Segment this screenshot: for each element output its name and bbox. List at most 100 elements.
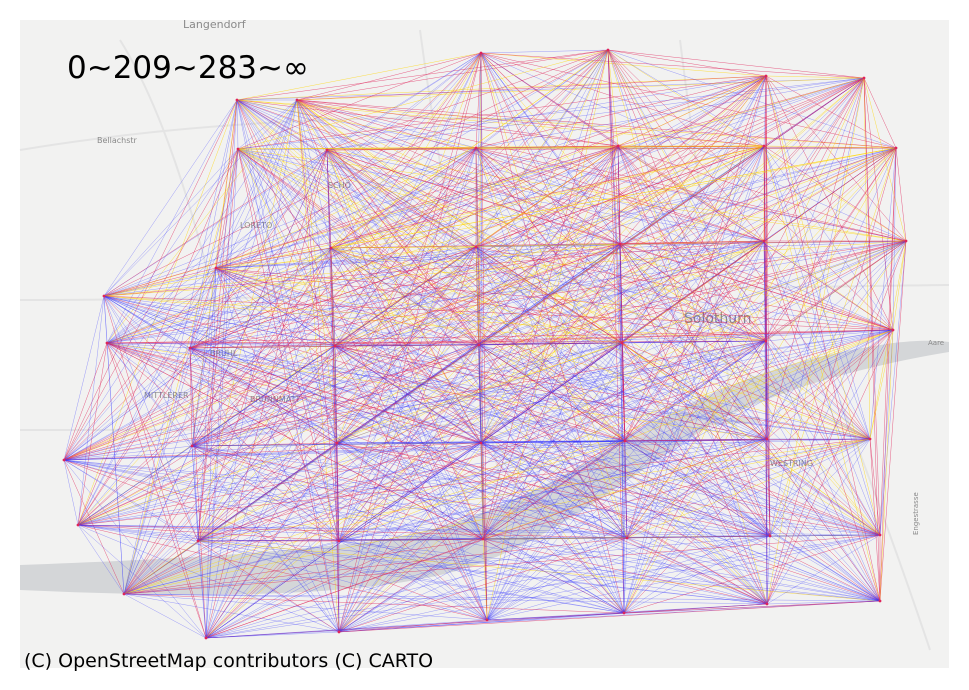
network-node bbox=[337, 539, 341, 543]
network-edge bbox=[77, 329, 894, 526]
label-schoe: SCHÖ bbox=[328, 180, 351, 190]
network-node bbox=[477, 343, 481, 347]
network-edge bbox=[236, 52, 482, 101]
network-edge bbox=[480, 75, 767, 444]
network-node bbox=[214, 266, 218, 270]
network-edge bbox=[123, 342, 623, 595]
network-edge bbox=[478, 240, 907, 346]
network-edge bbox=[205, 147, 477, 639]
network-edge bbox=[619, 77, 865, 245]
network-edge bbox=[338, 442, 482, 542]
network-edge bbox=[236, 99, 771, 537]
network-edge bbox=[769, 438, 871, 537]
network-edge bbox=[486, 438, 871, 621]
network-edge bbox=[766, 77, 865, 605]
network-edge bbox=[103, 295, 771, 537]
river-aare bbox=[20, 340, 949, 595]
network-edge bbox=[106, 342, 199, 542]
network-edge bbox=[106, 147, 897, 344]
network-edge bbox=[197, 148, 239, 542]
network-edge bbox=[123, 593, 488, 621]
network-edge bbox=[215, 145, 619, 269]
network-edge bbox=[621, 145, 765, 344]
network-edge bbox=[486, 534, 881, 621]
network-edge bbox=[475, 246, 625, 614]
network-edge bbox=[77, 524, 484, 540]
network-edge bbox=[205, 240, 765, 639]
network-edge bbox=[123, 49, 609, 595]
network-node bbox=[868, 437, 872, 441]
network-edge bbox=[106, 342, 625, 614]
network-edge bbox=[480, 442, 628, 539]
network-edge bbox=[205, 537, 628, 639]
network-edge bbox=[766, 329, 894, 440]
network-edge bbox=[191, 340, 767, 447]
network-edge bbox=[879, 329, 894, 536]
network-edge bbox=[77, 442, 338, 526]
network-edge bbox=[607, 49, 625, 614]
network-edge bbox=[478, 240, 765, 346]
network-edge bbox=[879, 147, 897, 602]
network-edge bbox=[123, 347, 191, 595]
network-edge bbox=[197, 540, 488, 621]
network-edge bbox=[77, 99, 298, 526]
network-edge bbox=[296, 99, 619, 147]
network-edge bbox=[475, 145, 765, 149]
network-edge bbox=[326, 149, 768, 605]
network-edge bbox=[215, 148, 239, 269]
network-edge bbox=[607, 49, 768, 440]
network-edge bbox=[103, 295, 191, 349]
network-node bbox=[768, 534, 772, 538]
network-edge bbox=[189, 99, 298, 349]
network-edge bbox=[237, 148, 894, 331]
network-edge bbox=[197, 345, 336, 542]
network-edge bbox=[607, 49, 907, 242]
network-edge bbox=[77, 524, 625, 614]
network-edge bbox=[330, 240, 765, 249]
network-edge bbox=[236, 99, 480, 346]
network-edge bbox=[215, 246, 477, 269]
network-edge bbox=[103, 147, 897, 297]
network-edge bbox=[623, 600, 881, 614]
network-node bbox=[485, 618, 489, 622]
network-edge bbox=[197, 247, 332, 542]
network-edge bbox=[77, 524, 340, 542]
network-edge bbox=[763, 145, 881, 536]
network-node bbox=[618, 242, 622, 246]
network-edge bbox=[607, 49, 768, 605]
network-edge bbox=[237, 99, 298, 150]
network-edge bbox=[623, 240, 907, 614]
network-edge bbox=[621, 342, 881, 602]
network-edge bbox=[480, 342, 623, 444]
network-edge bbox=[123, 99, 298, 595]
network-edge bbox=[296, 99, 332, 249]
network-edge bbox=[77, 524, 125, 595]
network-edge bbox=[334, 345, 881, 602]
network-edge bbox=[63, 459, 628, 539]
network-edge bbox=[486, 243, 621, 621]
network-edge bbox=[617, 145, 871, 440]
network-edge bbox=[475, 75, 767, 149]
network-edge bbox=[607, 49, 765, 242]
network-edge bbox=[892, 240, 907, 331]
network-edge bbox=[191, 329, 894, 447]
network-edge bbox=[205, 75, 767, 639]
network-edge bbox=[338, 534, 881, 633]
network-edge bbox=[103, 145, 619, 297]
network-edge bbox=[326, 149, 881, 536]
network-edge bbox=[205, 149, 328, 639]
network-edge bbox=[334, 240, 907, 347]
network-edge bbox=[77, 524, 881, 602]
network-edge bbox=[338, 540, 768, 605]
network-edges bbox=[63, 49, 907, 639]
network-edge bbox=[607, 49, 865, 79]
network-edge bbox=[475, 246, 894, 331]
network-edge bbox=[205, 600, 881, 639]
network-edge bbox=[191, 445, 625, 614]
network-edge bbox=[63, 145, 765, 461]
network-edge bbox=[197, 77, 865, 542]
network-edge bbox=[191, 243, 621, 447]
network-edge bbox=[103, 52, 482, 297]
network-edge bbox=[106, 246, 477, 344]
